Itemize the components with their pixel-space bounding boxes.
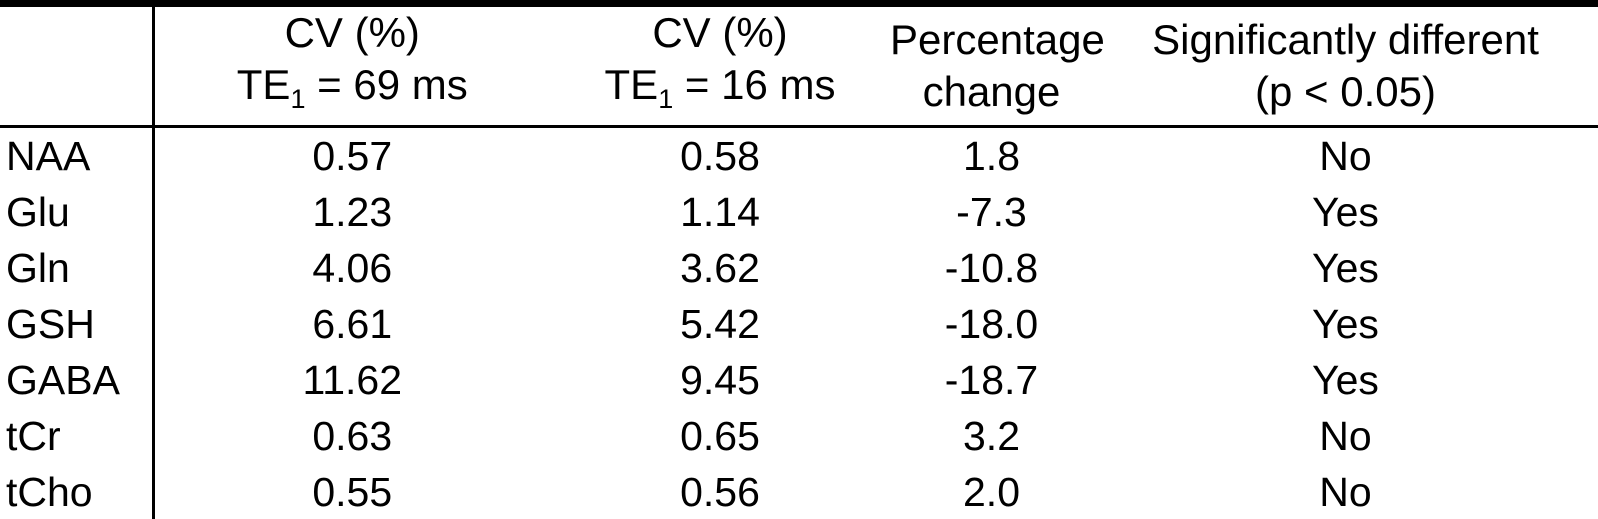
cell-pct-change: -18.7: [944, 356, 1039, 403]
cell-pct-change: 2.0: [963, 468, 1020, 515]
header-percentage-change-line2: change: [922, 68, 1061, 115]
cell-cv-te16: 9.45: [680, 356, 760, 403]
cell-metabolite: GABA: [0, 352, 155, 408]
header-cv-te16-te-sub: 1: [658, 84, 674, 114]
header-percentage-change-line1: Percentage: [890, 16, 1105, 63]
cell-metabolite: GSH: [0, 296, 155, 352]
cell-pct-change: -18.0: [944, 300, 1039, 347]
header-cv-te16-te: TE: [604, 61, 659, 108]
header-significantly-different: Significantly different (p < 0.05): [1093, 3, 1598, 128]
cell-significant: Yes: [1312, 188, 1379, 235]
header-row: CV (%) TE1 = 69 ms CV (%) TE1 = 16 ms Pe…: [0, 3, 1598, 128]
header-cv-te69-te-rest: = 69 ms: [305, 61, 468, 108]
cell-significant: No: [1319, 132, 1372, 179]
cell-cv-te69: 0.55: [312, 468, 393, 515]
table-body: NAA 0.57 0.58 1.8 No Glu 1.23 1.14 -7.3 …: [0, 126, 1598, 519]
table-row-glu: Glu 1.23 1.14 -7.3 Yes: [0, 184, 1598, 240]
header-cv-te69: CV (%) TE1 = 69 ms: [153, 3, 550, 128]
table-row-tcho: tCho 0.55 0.56 2.0 No: [0, 464, 1598, 519]
header-cv-te69-line1: CV (%): [284, 9, 420, 56]
cell-metabolite: Gln: [0, 240, 155, 296]
cell-metabolite: NAA: [0, 126, 155, 184]
cell-metabolite: tCho: [0, 464, 155, 519]
table-row-gsh: GSH 6.61 5.42 -18.0 Yes: [0, 296, 1598, 352]
cell-significant: Yes: [1312, 300, 1379, 347]
header-percentage-change: Percentage change: [890, 3, 1105, 128]
header-cv-te16: CV (%) TE1 = 16 ms: [550, 3, 890, 128]
header-metabolite: [0, 3, 155, 128]
table-row-naa: NAA 0.57 0.58 1.8 No: [0, 126, 1598, 184]
cell-significant: No: [1319, 468, 1372, 515]
cell-cv-te16: 0.58: [680, 132, 760, 179]
table-row-tcr: tCr 0.63 0.65 3.2 No: [0, 408, 1598, 464]
cell-significant: No: [1319, 412, 1372, 459]
cell-cv-te16: 0.65: [680, 412, 760, 459]
cell-cv-te16: 5.42: [680, 300, 760, 347]
header-significantly-different-line2: (p < 0.05): [1255, 68, 1436, 115]
table-header: CV (%) TE1 = 69 ms CV (%) TE1 = 16 ms Pe…: [0, 3, 1598, 128]
cell-pct-change: 3.2: [963, 412, 1020, 459]
cell-significant: Yes: [1312, 356, 1379, 403]
cell-cv-te69: 4.06: [312, 244, 393, 291]
cell-metabolite: Glu: [0, 184, 155, 240]
cell-significant: Yes: [1312, 244, 1379, 291]
cell-pct-change: 1.8: [963, 132, 1020, 179]
cell-pct-change: -10.8: [944, 244, 1039, 291]
header-cv-te69-te: TE: [236, 61, 291, 108]
cell-cv-te69: 11.62: [302, 356, 403, 403]
cell-metabolite: tCr: [0, 408, 155, 464]
cell-cv-te16: 3.62: [680, 244, 760, 291]
cell-cv-te16: 1.14: [680, 188, 760, 235]
cell-cv-te69: 0.63: [312, 412, 393, 459]
header-cv-te69-te-sub: 1: [290, 84, 306, 114]
header-cv-te16-te-rest: = 16 ms: [673, 61, 836, 108]
cell-cv-te16: 0.56: [680, 468, 760, 515]
cell-cv-te69: 6.61: [312, 300, 393, 347]
table-row-gln: Gln 4.06 3.62 -10.8 Yes: [0, 240, 1598, 296]
header-significantly-different-line1: Significantly different: [1152, 16, 1539, 63]
cell-pct-change: -7.3: [956, 188, 1027, 235]
cell-cv-te69: 1.23: [312, 188, 393, 235]
cell-cv-te69: 0.57: [312, 132, 393, 179]
header-cv-te16-line1: CV (%): [652, 9, 788, 56]
table-row-gaba: GABA 11.62 9.45 -18.7 Yes: [0, 352, 1598, 408]
